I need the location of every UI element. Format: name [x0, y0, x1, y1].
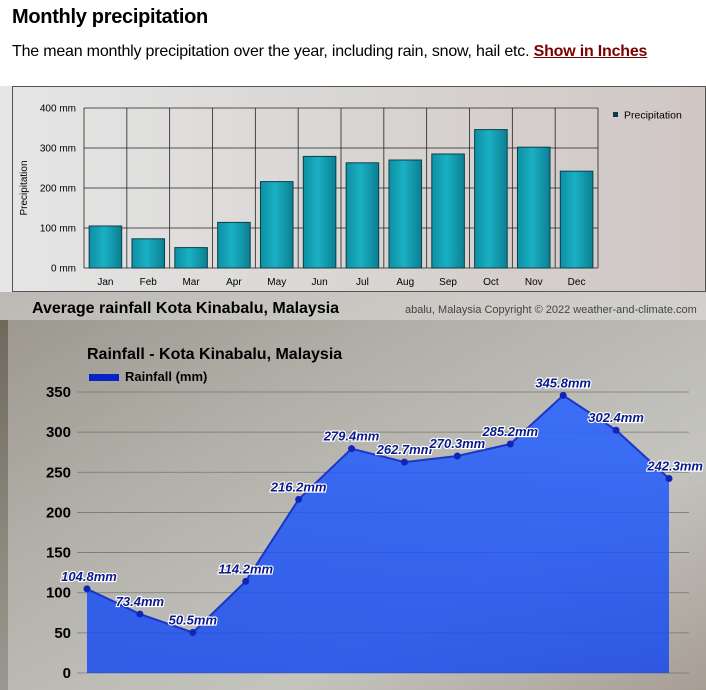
- y-tick-label: 300: [46, 424, 71, 441]
- data-label: 262.7mm: [376, 442, 433, 457]
- x-tick-label: Jul: [356, 277, 369, 288]
- description: The mean monthly precipitation over the …: [12, 43, 647, 61]
- legend-swatch: [613, 112, 618, 117]
- data-point: [559, 391, 567, 399]
- x-tick-label: Nov: [525, 277, 543, 288]
- section-title-band: [0, 292, 706, 320]
- y-tick-label: 100 mm: [40, 224, 76, 235]
- x-tick-label: Apr: [226, 277, 242, 288]
- data-label: 242.3mm: [646, 458, 703, 473]
- bar-may: [259, 181, 294, 269]
- y-tick-label: 150: [46, 545, 71, 562]
- y-tick-label: 50: [54, 625, 71, 642]
- y-tick-label: 200 mm: [40, 184, 76, 195]
- legend-marker: [100, 374, 108, 381]
- bar-jan: [88, 225, 123, 269]
- header: Monthly precipitation The mean monthly p…: [0, 0, 706, 86]
- monthly-precipitation-bar-chart: 0 mm 100 mm 200 mm 300 mm 400 mm Precipitatio…: [0, 86, 706, 292]
- bar-aug: [388, 159, 423, 269]
- rainfall-area: [87, 395, 669, 673]
- x-tick-label: Mar: [182, 277, 200, 288]
- legend-label: Rainfall (mm): [125, 369, 207, 384]
- data-label: 73.4mm: [116, 594, 165, 609]
- section-title: Average rainfall Kota Kinabalu, Malaysia: [32, 300, 339, 317]
- show-in-inches-link[interactable]: Show in Inches: [533, 43, 648, 60]
- data-point: [242, 577, 250, 585]
- y-tick-label: 100: [46, 585, 71, 602]
- data-label: 345.8mm: [535, 375, 591, 390]
- rainfall-area-chart: abalu, Malaysia Copyright © 2022 weather…: [0, 292, 706, 690]
- data-point: [189, 628, 197, 636]
- x-tick-label: Aug: [396, 277, 414, 288]
- description-text: The mean monthly precipitation over the …: [12, 43, 530, 60]
- x-tick-label: Oct: [483, 277, 499, 288]
- top-gridlines: [83, 107, 599, 269]
- x-tick-label: Jun: [312, 277, 328, 288]
- data-label: 279.4mm: [323, 429, 380, 444]
- bar-oct: [474, 129, 508, 269]
- x-tick-label: Jan: [97, 277, 113, 288]
- data-point: [665, 474, 673, 482]
- bar-apr: [217, 221, 251, 269]
- bar-mar: [174, 247, 208, 269]
- bar-dec: [559, 170, 594, 269]
- bar-feb: [131, 238, 166, 269]
- page-title: Monthly precipitation: [12, 6, 208, 28]
- x-tick-label: Sep: [439, 277, 457, 288]
- y-axis-label: Precipitation: [19, 160, 30, 215]
- data-point: [348, 445, 356, 453]
- bar-jul: [345, 162, 380, 269]
- y-tick-label: 250: [46, 464, 71, 481]
- watermark-text: abalu, Malaysia Copyright © 2022 weather…: [405, 304, 697, 316]
- x-tick-label: May: [267, 277, 286, 288]
- data-label: 285.2mm: [481, 424, 538, 439]
- bar-jun: [302, 155, 337, 269]
- legend-label: Precipitation: [624, 110, 682, 122]
- data-point: [506, 440, 514, 448]
- y-tick-label: 0: [63, 665, 71, 682]
- chart-title: Rainfall - Kota Kinabalu, Malaysia: [87, 346, 342, 363]
- data-point: [612, 426, 620, 434]
- data-label: 50.5mm: [169, 612, 218, 627]
- data-label: 216.2mm: [270, 479, 327, 494]
- data-label: 302.4mm: [588, 410, 644, 425]
- bar-nov: [516, 146, 551, 269]
- data-point: [295, 495, 303, 503]
- y-tick-label: 400 mm: [40, 104, 76, 115]
- data-point: [453, 452, 461, 460]
- data-point: [83, 585, 91, 593]
- data-point: [400, 458, 408, 466]
- data-label: 104.8mm: [61, 569, 117, 584]
- x-tick-label: Feb: [140, 277, 158, 288]
- rainfall-line: [86, 394, 670, 634]
- x-tick-label: Dec: [568, 277, 586, 288]
- data-label: 270.3mm: [429, 436, 486, 451]
- data-point: [136, 610, 144, 618]
- y-tick-label: 350: [46, 384, 71, 401]
- y-tick-label: 200: [46, 504, 71, 521]
- y-tick-label: 0 mm: [51, 264, 76, 275]
- bar-sep: [431, 153, 465, 269]
- data-label: 114.2mm: [218, 561, 273, 576]
- y-tick-label: 300 mm: [40, 144, 76, 155]
